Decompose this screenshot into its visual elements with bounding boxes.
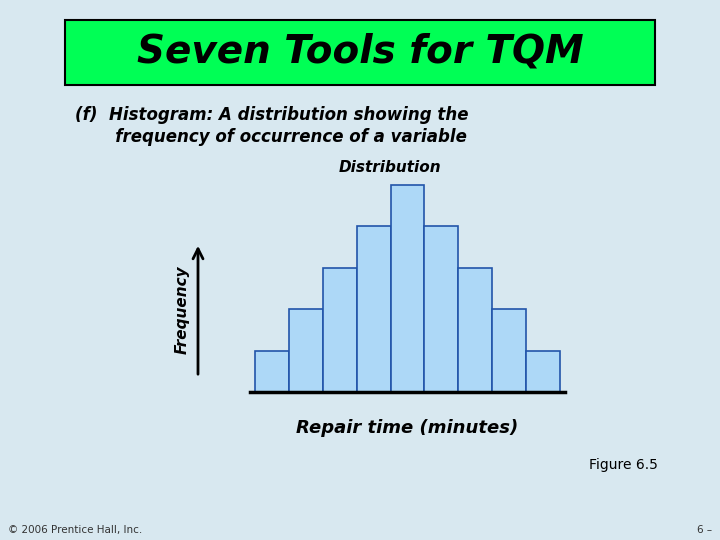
Bar (526, 350, 560, 392)
Text: 6 –: 6 – (697, 525, 712, 535)
Bar (425, 226, 459, 392)
Text: (f)  Histogram: A distribution showing the: (f) Histogram: A distribution showing th… (75, 106, 469, 124)
Text: © 2006 Prentice Hall, Inc.: © 2006 Prentice Hall, Inc. (8, 525, 143, 535)
Text: Seven Tools for TQM: Seven Tools for TQM (137, 33, 583, 71)
Bar (492, 309, 526, 392)
Bar (65, 20, 655, 85)
Bar (459, 268, 492, 392)
Text: Frequency: Frequency (174, 266, 189, 354)
Text: frequency of occurrence of a variable: frequency of occurrence of a variable (75, 128, 467, 146)
Text: Repair time (minutes): Repair time (minutes) (297, 419, 518, 437)
Bar (390, 185, 425, 392)
Text: Figure 6.5: Figure 6.5 (589, 458, 658, 472)
Bar (323, 268, 356, 392)
Text: Distribution: Distribution (338, 160, 441, 176)
Bar (289, 309, 323, 392)
Bar (255, 350, 289, 392)
Bar (356, 226, 390, 392)
